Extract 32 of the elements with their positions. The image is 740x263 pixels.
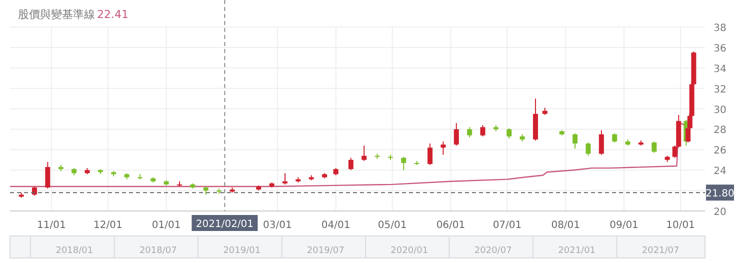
x-tick-label: 11/01 xyxy=(37,220,66,231)
x-tick-label: 12/01 xyxy=(94,220,122,231)
y-tick-label: 32 xyxy=(714,84,726,96)
x-tick-label: 05/01 xyxy=(378,220,407,231)
ref-line-label: 2021/02/01 xyxy=(196,219,254,230)
y-tick-label: 30 xyxy=(714,104,726,116)
y-tick-label: 38 xyxy=(714,23,726,34)
y-tick-label: 34 xyxy=(714,64,726,75)
chart-title: 股價與變基準線 xyxy=(18,8,95,21)
x-tick-label: 08/01 xyxy=(551,220,580,231)
x-tick-label: 04/01 xyxy=(321,220,350,231)
y-tick-label: 28 xyxy=(714,125,726,136)
text: 2019/07 xyxy=(306,246,344,256)
x-tick-label: 06/01 xyxy=(436,220,466,231)
y-tick-label: 20 xyxy=(714,207,726,218)
text: 2019/01 xyxy=(223,246,261,256)
y-tick-label: 24 xyxy=(714,166,726,178)
x-tick-label: 07/01 xyxy=(492,220,522,231)
ref-line-label: 21.80 xyxy=(706,188,734,200)
text: 2018/01 xyxy=(56,246,94,256)
text: 2021/07 xyxy=(642,246,680,256)
text: 2020/01 xyxy=(390,246,428,256)
x-tick-label: 10/01 xyxy=(666,220,695,231)
x-tick-label: 03/01 xyxy=(263,220,292,231)
x-tick-label: 09/01 xyxy=(610,220,638,231)
text: 2018/07 xyxy=(139,246,177,256)
text: 22.41 xyxy=(97,8,128,21)
y-tick-label: 26 xyxy=(714,146,726,157)
x-tick-label: 01/01 xyxy=(152,220,181,231)
text: 2020/07 xyxy=(474,246,512,256)
y-tick-label: 36 xyxy=(714,43,726,54)
text: 2021/01 xyxy=(558,246,596,256)
